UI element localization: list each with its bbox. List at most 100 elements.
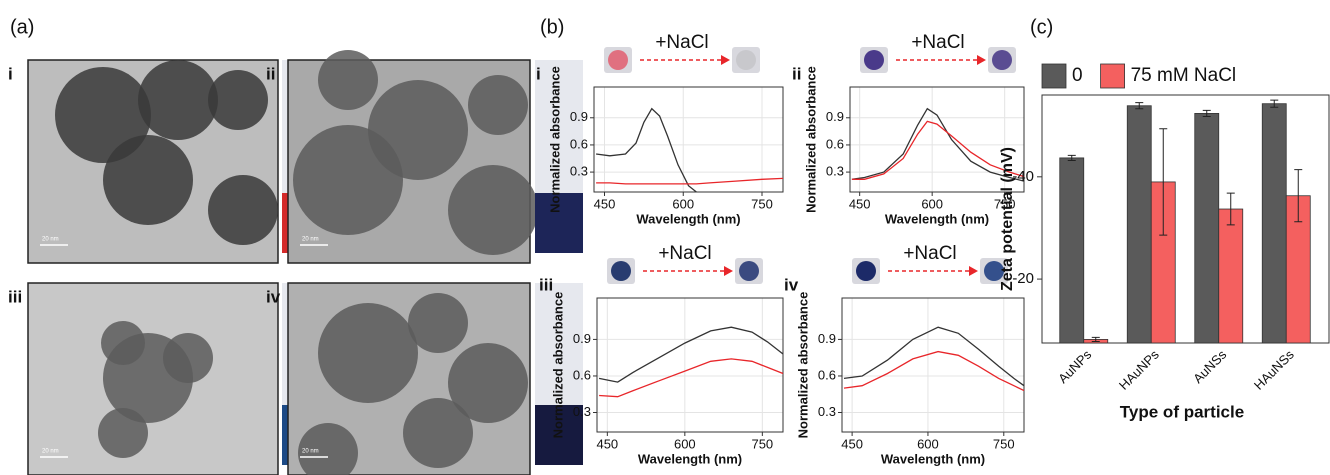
x-tick-label: 600 bbox=[921, 196, 943, 211]
cuvette-liquid bbox=[535, 193, 583, 253]
particle bbox=[468, 75, 528, 135]
plot-frame bbox=[1041, 94, 1330, 344]
annotation: +NaCl bbox=[911, 32, 964, 53]
particle bbox=[208, 175, 278, 245]
x-tick-label: 750 bbox=[751, 196, 773, 211]
x-tick-label: HAuNSs bbox=[1251, 347, 1297, 393]
error-bar bbox=[1067, 154, 1076, 161]
cuvette-liquid bbox=[535, 405, 583, 465]
x-axis-label: Wavelength (nm) bbox=[881, 451, 985, 466]
x-tick-label: 750 bbox=[751, 436, 773, 451]
x-tick-label: 750 bbox=[993, 436, 1015, 451]
y-axis-label: Normalized absorbance bbox=[795, 292, 810, 439]
error-bar bbox=[1135, 102, 1144, 110]
arrow-head bbox=[969, 266, 978, 276]
scale-bar-label: 20 nm bbox=[302, 237, 319, 243]
plot-frame bbox=[593, 86, 784, 193]
particle bbox=[298, 423, 358, 475]
arrow-head bbox=[721, 55, 730, 65]
x-axis-label: Wavelength (nm) bbox=[885, 211, 989, 226]
y-axis-label: Normalized absorbance bbox=[803, 66, 818, 213]
particle bbox=[101, 321, 145, 365]
particle bbox=[138, 60, 218, 140]
particle bbox=[55, 67, 151, 163]
y-tick-label: 0.3 bbox=[570, 164, 588, 179]
particle bbox=[318, 303, 418, 403]
particle bbox=[163, 333, 213, 383]
spectrum-line bbox=[596, 177, 784, 185]
panel-label: (a) bbox=[10, 16, 34, 38]
spectrum-line bbox=[598, 326, 784, 383]
error-bar bbox=[1202, 109, 1211, 117]
x-tick-label: 600 bbox=[674, 436, 696, 451]
error-bar bbox=[1270, 99, 1279, 108]
y-tick-label: 0.6 bbox=[570, 136, 588, 151]
spectrum-line bbox=[596, 107, 697, 193]
x-tick-label: 450 bbox=[596, 436, 618, 451]
y-tick-label: 0.9 bbox=[573, 331, 591, 346]
image-label: iv bbox=[266, 287, 281, 306]
subplot-label: i bbox=[536, 64, 541, 83]
x-tick-label: 450 bbox=[594, 196, 616, 211]
y-tick-label: 0.9 bbox=[826, 109, 844, 124]
panel-label: (c) bbox=[1030, 16, 1053, 38]
x-axis-label: Type of particle bbox=[1120, 402, 1244, 421]
y-tick-label: 0.3 bbox=[573, 404, 591, 419]
plot-frame bbox=[596, 297, 784, 433]
spectrum-line bbox=[851, 120, 1025, 180]
image-label: i bbox=[8, 64, 13, 83]
image-label: iii bbox=[8, 287, 22, 306]
plot-frame bbox=[841, 297, 1025, 433]
spectrum-line bbox=[843, 326, 1025, 387]
particle bbox=[318, 50, 378, 110]
legend-label: 75 mM NaCl bbox=[1131, 65, 1237, 86]
x-tick-label: HAuNPs bbox=[1116, 347, 1162, 393]
bar bbox=[1261, 103, 1287, 344]
spectrum-line bbox=[843, 350, 1025, 392]
y-tick-label: -40 bbox=[1012, 168, 1034, 185]
bar bbox=[1059, 157, 1085, 344]
y-tick-label: 0.6 bbox=[826, 136, 844, 151]
well-after-liquid bbox=[739, 261, 759, 281]
subplot-label: ii bbox=[792, 64, 801, 83]
x-tick-label: AuNSs bbox=[1190, 347, 1230, 387]
spectrum-line bbox=[851, 107, 1025, 182]
y-tick-label: 0.9 bbox=[818, 331, 836, 346]
bar bbox=[1218, 208, 1244, 344]
scale-bar-label: 20 nm bbox=[42, 237, 59, 243]
x-tick-label: AuNPs bbox=[1055, 347, 1095, 387]
well-after-liquid bbox=[984, 261, 1004, 281]
legend-label: 0 bbox=[1072, 65, 1083, 86]
arrow-head bbox=[724, 266, 733, 276]
x-tick-label: 450 bbox=[841, 436, 863, 451]
legend-swatch bbox=[1100, 63, 1125, 89]
well-before-liquid bbox=[864, 50, 884, 70]
error-bar bbox=[1226, 192, 1235, 226]
y-axis-label: Normalized absorbance bbox=[547, 66, 562, 213]
particle bbox=[403, 398, 473, 468]
arrow-head bbox=[977, 55, 986, 65]
y-tick-label: 0.6 bbox=[818, 367, 836, 382]
particle bbox=[448, 165, 538, 255]
panel-label: (b) bbox=[540, 16, 564, 38]
particle bbox=[448, 343, 528, 423]
well-after-liquid bbox=[992, 50, 1012, 70]
x-axis-label: Wavelength (nm) bbox=[638, 451, 742, 466]
particle bbox=[408, 293, 468, 353]
annotation: +NaCl bbox=[655, 32, 708, 53]
bar bbox=[1126, 105, 1152, 344]
annotation: +NaCl bbox=[658, 243, 711, 264]
error-bar bbox=[1294, 169, 1303, 223]
well-before-liquid bbox=[608, 50, 628, 70]
x-tick-label: 450 bbox=[849, 196, 871, 211]
y-tick-label: 0.6 bbox=[573, 367, 591, 382]
error-bar bbox=[1159, 128, 1168, 236]
y-axis-label: Zeta potential (mV) bbox=[999, 147, 1016, 291]
x-tick-label: 600 bbox=[917, 436, 939, 451]
well-before-liquid bbox=[611, 261, 631, 281]
scale-bar-label: 20 nm bbox=[302, 449, 319, 455]
x-axis-label: Wavelength (nm) bbox=[636, 211, 740, 226]
spectrum-line bbox=[599, 358, 784, 398]
particle bbox=[368, 80, 468, 180]
